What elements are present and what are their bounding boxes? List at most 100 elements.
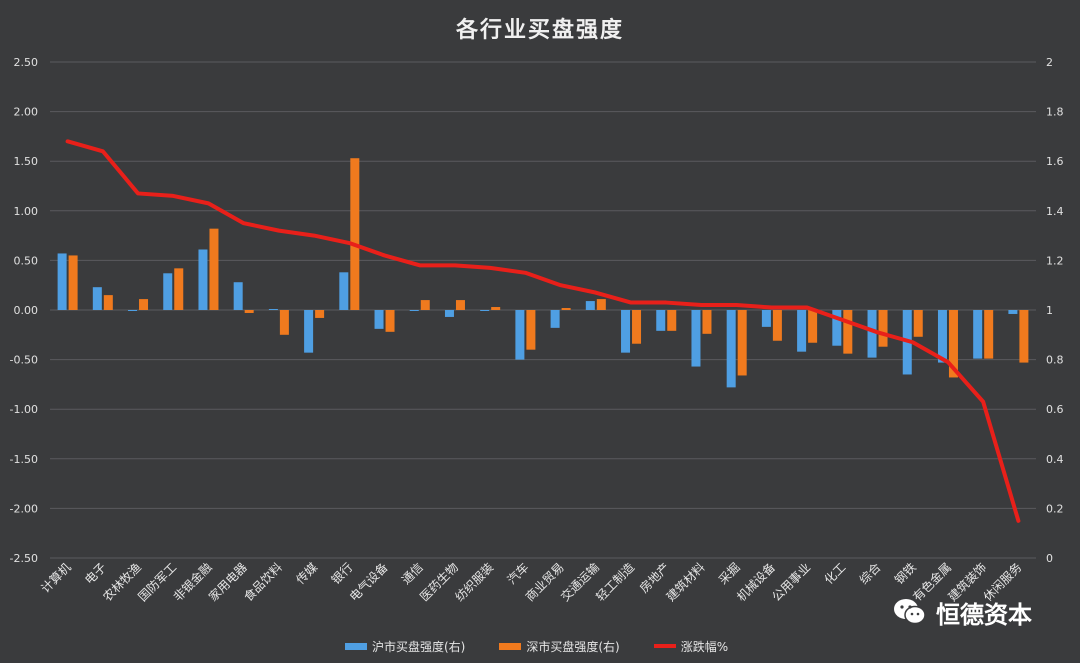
x-tick-label: 综合 — [856, 560, 884, 588]
legend-item-change: 涨跌幅% — [653, 638, 729, 655]
bar-sz — [808, 310, 818, 343]
bar-sh — [57, 253, 67, 310]
chart-title: 各行业买盘强度 — [455, 18, 624, 43]
bar-sh — [233, 282, 243, 310]
bar-sh — [761, 310, 771, 327]
y-right-tick-label: 1.8 — [1046, 106, 1064, 119]
bar-sh — [128, 310, 138, 311]
bar-sz — [174, 268, 184, 310]
x-tick-label: 纺织服装 — [452, 560, 496, 604]
legend-item-sz: 深市买盘强度(右) — [499, 638, 620, 655]
y-left-tick-label: -0.50 — [10, 354, 38, 367]
bar-sz — [139, 299, 149, 310]
bar-sz — [209, 228, 219, 310]
bar-sh — [656, 310, 666, 331]
bar-sh — [797, 310, 807, 352]
legend-swatch-sh — [345, 642, 367, 650]
bar-sz — [350, 158, 360, 310]
x-tick-label: 轻工制造 — [593, 560, 637, 604]
bar-sh — [92, 287, 102, 310]
y-right-tick-label: 1 — [1046, 304, 1053, 317]
x-tick-label: 采掘 — [715, 560, 743, 588]
x-tick-label: 银行 — [329, 560, 356, 587]
x-tick-label: 传媒 — [293, 560, 321, 588]
bar-sh — [937, 310, 947, 363]
y-right-tick-label: 1.6 — [1046, 155, 1064, 168]
legend-label-sh: 沪市买盘强度(右) — [372, 639, 466, 654]
bar-sh — [691, 310, 701, 367]
chart-legend: 沪市买盘强度(右) 深市买盘强度(右) 涨跌幅% — [345, 636, 728, 656]
bar-sh — [198, 249, 208, 310]
y-right-tick-label: 1.4 — [1046, 205, 1064, 218]
legend-swatch-sz — [499, 642, 522, 650]
x-tick-label: 建筑材料 — [663, 560, 708, 605]
bar-sh — [515, 310, 525, 360]
bar-sz — [702, 310, 712, 334]
y-left-tick-label: 0.50 — [14, 254, 39, 267]
bar-sz — [315, 310, 325, 318]
bar-sh — [867, 310, 877, 358]
y-right-tick-label: 0.8 — [1046, 354, 1064, 367]
y-left-tick-label: -1.00 — [10, 403, 38, 416]
bar-sz — [526, 310, 536, 350]
x-tick-label: 计算机 — [38, 560, 74, 596]
y-right-tick-label: 1.2 — [1046, 254, 1064, 267]
bar-sz — [984, 310, 994, 359]
x-tick-label: 化工 — [822, 560, 849, 587]
bar-sh — [163, 273, 173, 310]
wechat-icon — [892, 597, 928, 627]
bar-sz — [420, 300, 430, 310]
bar-sh — [480, 310, 490, 311]
bar-sh — [339, 272, 349, 310]
bar-sz — [913, 310, 923, 337]
bar-sh — [1008, 310, 1018, 314]
bar-sz — [667, 310, 677, 331]
y-left-tick-label: -2.50 — [10, 552, 38, 565]
y-left-tick-label: -1.50 — [10, 453, 38, 466]
y-left-tick-label: 2.50 — [14, 56, 39, 69]
bar-sz — [103, 295, 113, 310]
bar-sh — [585, 301, 595, 310]
bar-sh — [444, 310, 454, 317]
x-tick-label: 食品饮料 — [240, 560, 285, 605]
bar-sh — [621, 310, 631, 353]
bar-sh — [374, 310, 384, 329]
y-right-tick-label: 0.6 — [1046, 403, 1064, 416]
bar-sz — [878, 310, 888, 347]
bar-sz — [596, 299, 606, 310]
bar-sz — [68, 255, 78, 310]
x-tick-label: 钢铁 — [892, 560, 919, 587]
bar-sz — [1019, 310, 1029, 363]
bar-sh — [832, 310, 842, 346]
bar-sh — [304, 310, 314, 353]
bar-sh — [726, 310, 736, 388]
y-right-tick-label: 2 — [1046, 56, 1053, 69]
x-tick-label: 电气设备 — [346, 560, 391, 605]
bar-sz — [948, 310, 958, 378]
bar-sz — [632, 310, 642, 344]
bar-sz — [843, 310, 853, 354]
y-left-tick-label: 2.00 — [14, 106, 39, 119]
bar-sz — [561, 308, 571, 310]
x-tick-label: 通信 — [399, 560, 426, 587]
x-tick-label: 公用事业 — [769, 560, 813, 604]
legend-label-sz: 深市买盘强度(右) — [526, 639, 620, 654]
bar-sz — [279, 310, 289, 335]
bar-sz — [772, 310, 782, 341]
y-right-tick-label: 0 — [1046, 552, 1053, 565]
watermark-text: 恒德资本 — [936, 600, 1032, 629]
legend-label-change: 涨跌幅% — [680, 639, 729, 654]
y-left-tick-label: 1.00 — [14, 205, 39, 218]
x-tick-label: 汽车 — [504, 560, 532, 588]
y-right-tick-label: 0.2 — [1046, 502, 1064, 515]
bar-sh — [973, 310, 983, 359]
legend-item-sh: 沪市买盘强度(右) — [345, 638, 465, 655]
x-tick-label: 电子 — [82, 560, 109, 587]
bar-sz — [385, 310, 395, 332]
y-left-tick-label: 0.00 — [14, 304, 39, 317]
line-change-pct — [65, 139, 1021, 523]
y-left-tick-label: -2.00 — [10, 502, 38, 515]
bar-sz — [455, 300, 465, 310]
